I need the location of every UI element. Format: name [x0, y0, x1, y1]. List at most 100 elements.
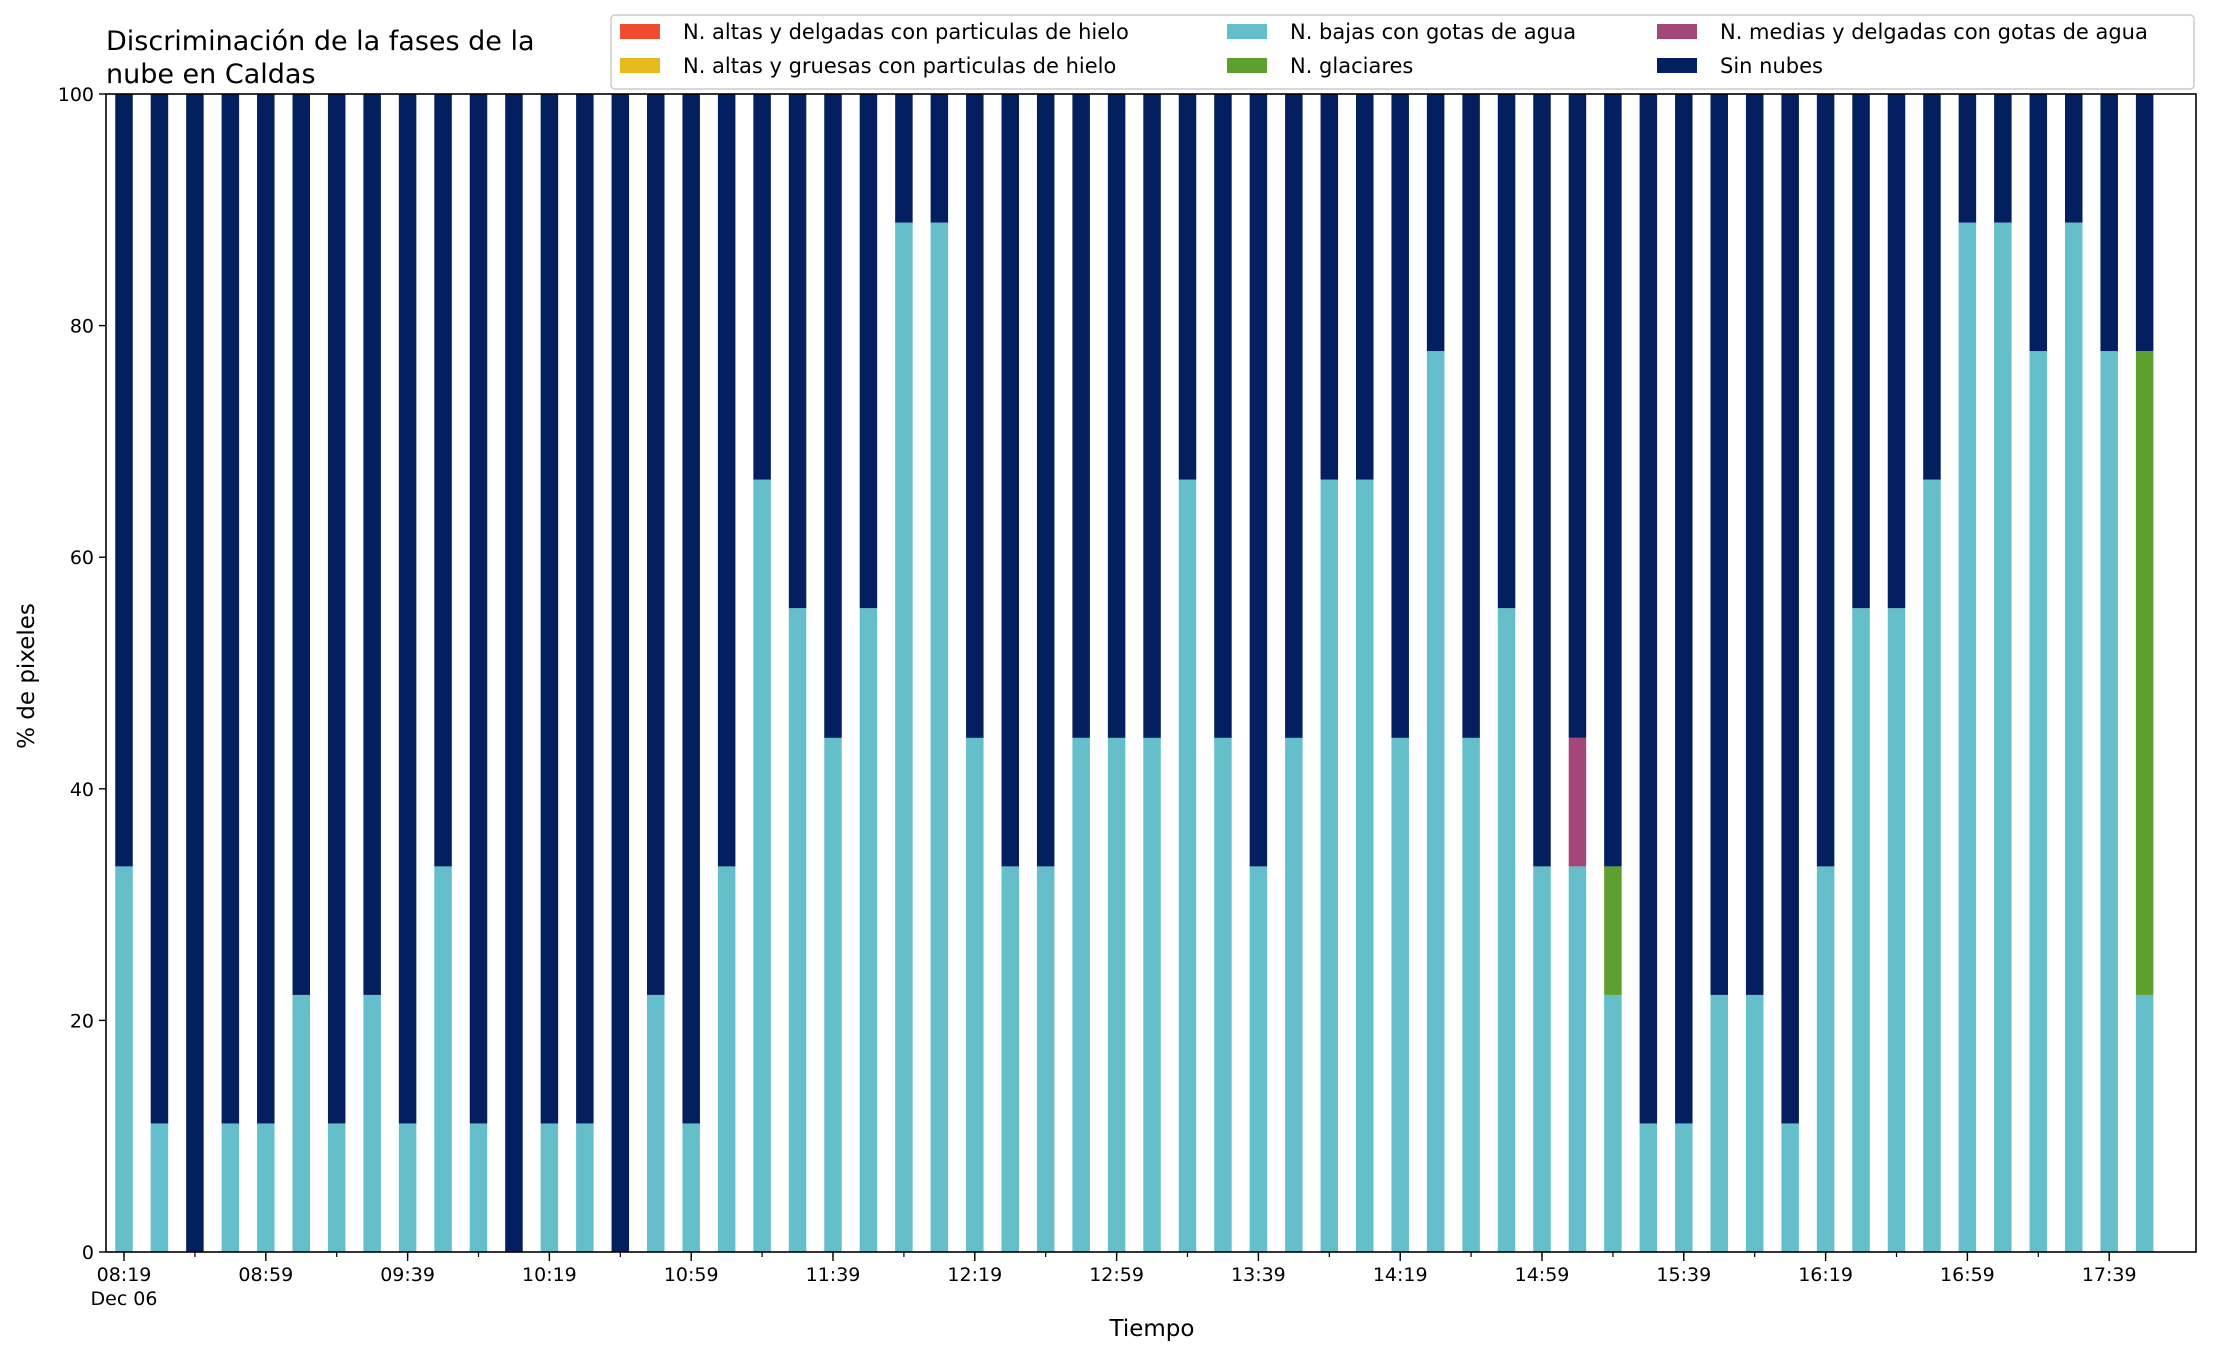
chart-title-line-1: Discriminación de la fases de la	[106, 26, 535, 57]
bar-segment	[1036, 866, 1055, 1252]
legend-label: N. bajas con gotas de agua	[1290, 20, 1576, 44]
bar-segment	[682, 94, 700, 1124]
bar-segment	[1001, 866, 1019, 1252]
bar-segment	[2065, 222, 2083, 1252]
bar-segment	[1426, 351, 1445, 1253]
legend-label: Sin nubes	[1720, 54, 1823, 78]
x-axis-label: Tiempo	[1109, 1316, 1195, 1342]
bar-segment	[150, 1123, 169, 1252]
x-tick-label: 14:19	[1373, 1264, 1428, 1286]
bar-segment	[895, 94, 913, 223]
bar-segment	[1497, 608, 1516, 1252]
x-tick-label: 16:59	[1940, 1264, 1995, 1286]
y-tick-label: 40	[70, 779, 94, 801]
bar-segment	[1604, 994, 1622, 1252]
x-tick-sublabel: Dec 06	[91, 1288, 158, 1310]
bar-segment	[1462, 737, 1480, 1252]
bar-segment	[434, 866, 452, 1252]
bar-segment	[1887, 94, 1906, 609]
x-tick-label: 12:19	[947, 1264, 1002, 1286]
bar-segment	[363, 94, 381, 995]
bar-segment	[1391, 737, 1409, 1252]
bar-segment	[1958, 222, 1977, 1252]
bar-segment	[1887, 608, 1906, 1252]
bar-segment	[895, 222, 913, 1252]
chart-title: Discriminación de la fases de la nube en…	[106, 26, 535, 90]
bar-segment	[1178, 479, 1197, 1252]
bar-group	[115, 94, 2154, 1253]
bar-segment	[1320, 479, 1339, 1252]
bar-segment	[1604, 866, 1622, 995]
bar-segment	[1852, 94, 1870, 609]
bar-segment	[966, 737, 984, 1252]
bar-segment	[186, 94, 204, 1252]
y-tick-label: 60	[70, 547, 94, 569]
bar-segment	[1214, 94, 1232, 738]
x-tick-label: 11:39	[806, 1264, 861, 1286]
bar-segment	[1568, 94, 1587, 738]
y-tick-label: 80	[70, 316, 94, 338]
bar-segment	[1639, 94, 1658, 1124]
bar-segment	[1923, 94, 1941, 480]
y-tick-label: 20	[70, 1010, 94, 1032]
bar-segment	[2100, 351, 2118, 1253]
legend-frame	[610, 14, 2195, 90]
bar-segment	[1568, 866, 1587, 1252]
y-axis-label: % de pixeles	[14, 603, 40, 749]
bar-segment	[930, 94, 949, 223]
x-tick-label: 08:59	[238, 1264, 293, 1286]
bar-segment	[115, 866, 133, 1252]
y-ticks: 0 20 40 60 80 100	[58, 84, 106, 1264]
x-tick-label: 13:39	[1231, 1264, 1286, 1286]
bar-segment	[1249, 94, 1268, 867]
bar-segment	[753, 479, 771, 1252]
bar-segment	[292, 994, 310, 1252]
plot-frame	[105, 93, 2197, 1253]
bar-segment	[1675, 1123, 1693, 1252]
x-tick-label: 15:39	[1656, 1264, 1711, 1286]
legend-swatch	[1657, 24, 1697, 39]
bar-segment	[1533, 94, 1551, 867]
x-tick-label: 17:39	[2082, 1264, 2137, 1286]
bar-segment	[1994, 94, 2012, 223]
bar-segment	[2029, 94, 2048, 352]
legend-label: N. glaciares	[1290, 54, 1413, 78]
bar-segment	[2135, 994, 2154, 1252]
bar-segment	[717, 866, 736, 1252]
bar-segment	[363, 994, 381, 1252]
bar-segment	[1036, 94, 1055, 867]
bar-segment	[647, 994, 665, 1252]
bar-segment	[859, 608, 878, 1252]
bar-segment	[1107, 737, 1126, 1252]
bar-segment	[1072, 94, 1090, 738]
legend-label: N. medias y delgadas con gotas de agua	[1720, 20, 2148, 44]
bar-segment	[1994, 222, 2012, 1252]
bar-segment	[1249, 866, 1268, 1252]
bar-segment	[576, 1123, 594, 1252]
bar-segment	[257, 94, 275, 1124]
bar-segment	[150, 94, 169, 1124]
bar-segment	[1320, 94, 1339, 480]
bar-segment	[115, 94, 133, 867]
legend-swatch	[1227, 58, 1267, 73]
bar-segment	[540, 1123, 559, 1252]
bar-segment	[1533, 866, 1551, 1252]
bar-segment	[1285, 737, 1303, 1252]
bar-segment	[292, 94, 310, 995]
bar-segment	[1356, 94, 1374, 480]
bar-segment	[576, 94, 594, 1124]
bar-segment	[1497, 94, 1516, 609]
bar-segment	[2065, 94, 2083, 223]
bar-segment	[540, 94, 559, 1124]
bar-segment	[434, 94, 452, 867]
bar-segment	[788, 608, 807, 1252]
x-tick-label: 09:39	[380, 1264, 435, 1286]
bar-segment	[398, 94, 417, 1124]
bar-segment	[1285, 94, 1303, 738]
x-tick-label: 16:19	[1798, 1264, 1853, 1286]
bar-segment	[2100, 94, 2118, 352]
bar-segment	[1745, 994, 1764, 1252]
bar-segment	[1143, 94, 1161, 738]
bar-segment	[824, 94, 842, 738]
